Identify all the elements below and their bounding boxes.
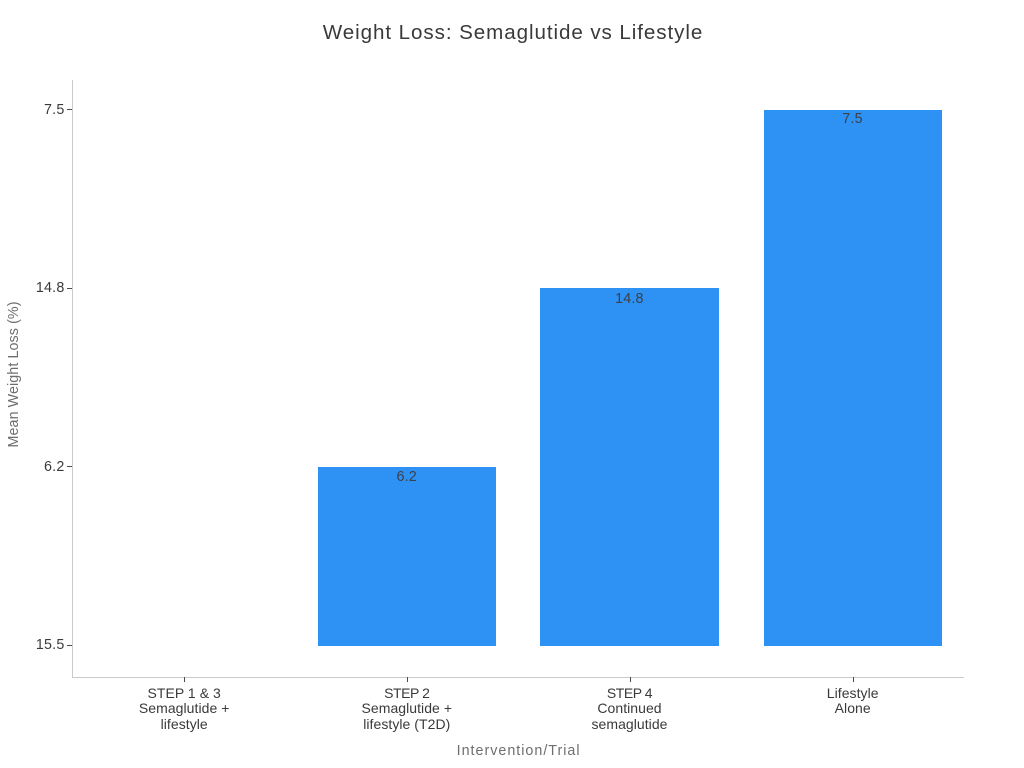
svg-text:Mean Weight Loss (%): Mean Weight Loss (%) [6,302,22,448]
